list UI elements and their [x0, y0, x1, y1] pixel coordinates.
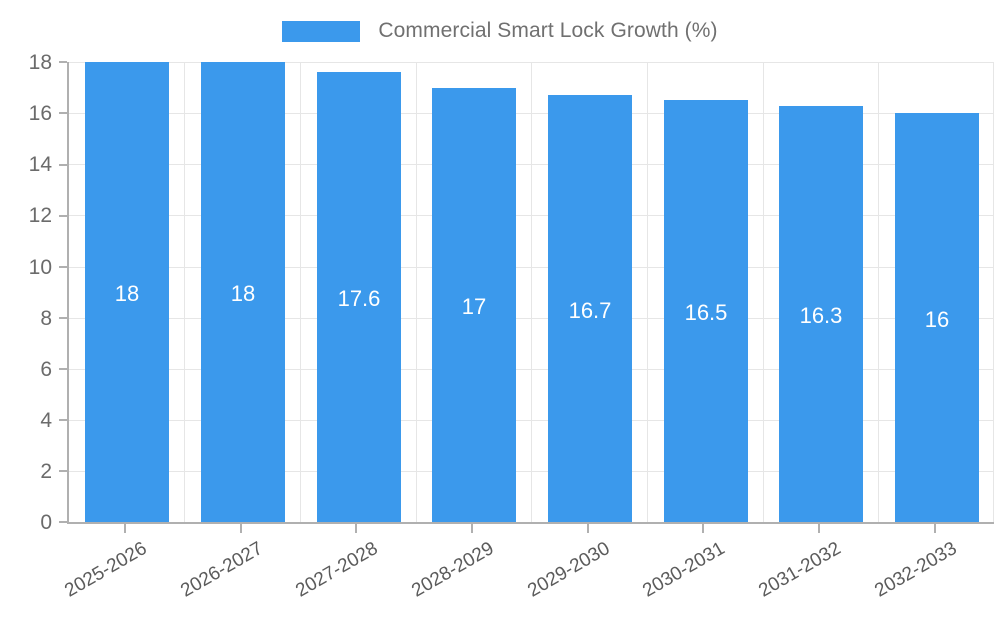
legend-color-swatch-icon	[282, 20, 361, 42]
x-tick-mark	[934, 524, 936, 533]
y-tick-label: 0	[40, 511, 52, 534]
gridline-vertical	[763, 62, 764, 522]
gridline-vertical	[531, 62, 532, 522]
bar-2026-2027[interactable]	[201, 62, 285, 522]
bar-2025-2026[interactable]	[85, 62, 169, 522]
y-tick-label: 18	[28, 51, 52, 74]
y-tick-mark	[59, 215, 67, 217]
bar-2032-2033[interactable]	[895, 113, 979, 522]
gridline-vertical	[647, 62, 648, 522]
x-tick-mark	[702, 524, 704, 533]
y-tick-label: 2	[40, 460, 52, 483]
legend-item-label: Commercial Smart Lock Growth (%)	[378, 19, 718, 42]
bar-2029-2030[interactable]	[548, 95, 632, 522]
x-tick-mark	[471, 524, 473, 533]
plot-inner: 18 18 17.6 17 16.7 16.5 16.3 16	[69, 62, 994, 522]
plot-area: 18 18 17.6 17 16.7 16.5 16.3 16	[67, 62, 994, 524]
y-tick-mark	[59, 317, 67, 319]
bar-2031-2032[interactable]	[779, 105, 863, 522]
chart-legend: Commercial Smart Lock Growth (%)	[0, 14, 1000, 48]
gridline-vertical	[184, 62, 185, 522]
gridline-vertical	[300, 62, 301, 522]
gridline-vertical	[416, 62, 417, 522]
bar-2028-2029[interactable]	[432, 87, 516, 522]
bar-chart: Commercial Smart Lock Growth (%) 18 16 1…	[0, 14, 1000, 602]
y-tick-label: 6	[40, 358, 52, 381]
y-tick-mark	[59, 112, 67, 114]
y-tick-label: 14	[28, 153, 52, 176]
y-tick-label: 16	[28, 102, 52, 125]
x-tick-mark	[818, 524, 820, 533]
y-tick-label: 12	[28, 204, 52, 227]
x-tick-mark	[240, 524, 242, 533]
bar-2027-2028[interactable]	[317, 72, 401, 522]
gridline-vertical	[878, 62, 879, 522]
x-tick-mark	[587, 524, 589, 533]
y-tick-label: 10	[28, 256, 52, 279]
y-tick-label: 4	[40, 409, 52, 432]
y-tick-label: 8	[40, 307, 52, 330]
y-tick-mark	[59, 368, 67, 370]
legend-item-commercial-smart-lock-growth[interactable]: Commercial Smart Lock Growth (%)	[282, 19, 718, 43]
x-tick-mark	[124, 524, 126, 533]
y-tick-mark	[59, 164, 67, 166]
y-tick-mark	[59, 470, 67, 472]
y-tick-mark	[59, 521, 67, 523]
gridline-vertical	[993, 62, 994, 522]
bar-2030-2031[interactable]	[664, 100, 748, 522]
x-tick-mark	[355, 524, 357, 533]
y-tick-mark	[59, 61, 67, 63]
y-tick-mark	[59, 419, 67, 421]
y-tick-mark	[59, 266, 67, 268]
